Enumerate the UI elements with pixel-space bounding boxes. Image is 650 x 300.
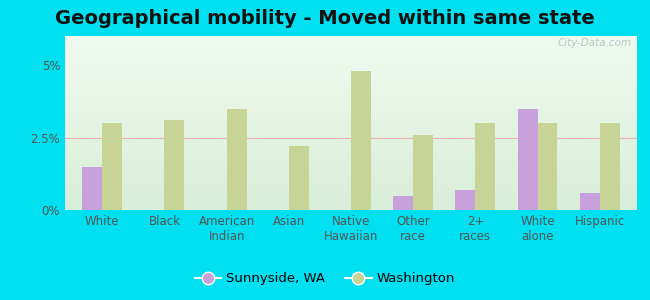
- Text: Geographical mobility - Moved within same state: Geographical mobility - Moved within sam…: [55, 9, 595, 28]
- Bar: [538, 123, 558, 210]
- Bar: [289, 146, 309, 210]
- Bar: [600, 123, 619, 210]
- Bar: [351, 71, 371, 210]
- Bar: [456, 190, 475, 210]
- Bar: [475, 123, 495, 210]
- Bar: [102, 123, 122, 210]
- Legend: Sunnyside, WA, Washington: Sunnyside, WA, Washington: [189, 267, 461, 290]
- Bar: [393, 196, 413, 210]
- Bar: [580, 193, 600, 210]
- Bar: [164, 120, 185, 210]
- Bar: [83, 167, 102, 210]
- Bar: [413, 135, 433, 210]
- Text: City-Data.com: City-Data.com: [557, 38, 631, 48]
- Bar: [227, 109, 246, 210]
- Bar: [517, 109, 538, 210]
